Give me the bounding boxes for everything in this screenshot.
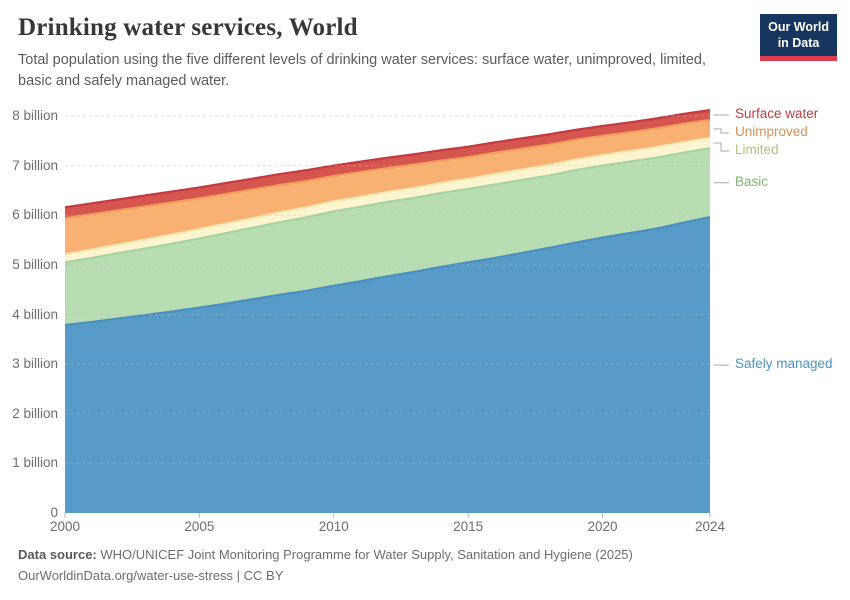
y-axis-tick-label: 0 (50, 505, 58, 520)
y-axis-tick-label: 4 billion (12, 306, 58, 322)
y-axis-tick-label: 2 billion (12, 405, 58, 421)
area-safely-managed[interactable]: Safely managed (65, 217, 710, 514)
y-axis-tick-label: 8 billion (12, 108, 58, 123)
license-text: OurWorldinData.org/water-use-stress | CC… (18, 568, 284, 583)
area-surface-water[interactable]: Surface water (65, 110, 710, 219)
line-safely-managed (64, 216, 711, 327)
legend-label-surface-water[interactable]: Surface water (735, 106, 819, 121)
line-surface-water (64, 108, 711, 209)
area-limited[interactable]: Limited (65, 137, 710, 263)
data-source-line: Data source: WHO/UNICEF Joint Monitoring… (18, 547, 633, 562)
x-axis-tick-label: 2010 (318, 519, 349, 534)
legend-connector-unimproved (713, 128, 729, 134)
owid-logo-line2: in Data (777, 36, 820, 51)
data-source-text: WHO/UNICEF Joint Monitoring Programme fo… (100, 547, 633, 562)
page-title: Drinking water services, World (18, 14, 358, 41)
owid-logo-line1: Our World (768, 20, 829, 34)
y-axis-tick-label: 5 billion (12, 256, 58, 272)
x-axis-tick-label: 2015 (453, 519, 484, 534)
data-source-label: Data source: (18, 547, 97, 562)
legend-label-basic[interactable]: Basic (735, 173, 769, 189)
line-basic (64, 147, 711, 264)
y-axis-tick-label: 1 billion (12, 455, 58, 471)
x-axis-tick-label: 2020 (587, 519, 618, 534)
y-axis-tick-label: 3 billion (12, 356, 58, 372)
line-unimproved (64, 118, 711, 220)
x-axis-tick-label: 2000 (49, 519, 81, 534)
legend-label-safely-managed[interactable]: Safely managed (735, 356, 833, 372)
area-basic[interactable]: Basic (65, 148, 710, 325)
owid-logo[interactable]: Our World in Data (760, 14, 837, 61)
chart-subtitle: Total population using the five differen… (18, 52, 707, 89)
license-line[interactable]: OurWorldinData.org/water-use-stress | CC… (18, 568, 283, 583)
legend-connector-limited (713, 142, 729, 152)
line-limited (64, 136, 711, 256)
x-axis-tick-label: 2024 (694, 519, 726, 534)
x-axis-tick-label: 2005 (184, 519, 215, 534)
y-axis-tick-label: 6 billion (12, 207, 58, 223)
area-unimproved[interactable]: Unimproved (65, 119, 710, 255)
legend-label-unimproved[interactable]: Unimproved (735, 124, 808, 139)
y-axis-tick-label: 7 billion (12, 157, 58, 173)
legend-label-limited[interactable]: Limited (735, 142, 779, 157)
